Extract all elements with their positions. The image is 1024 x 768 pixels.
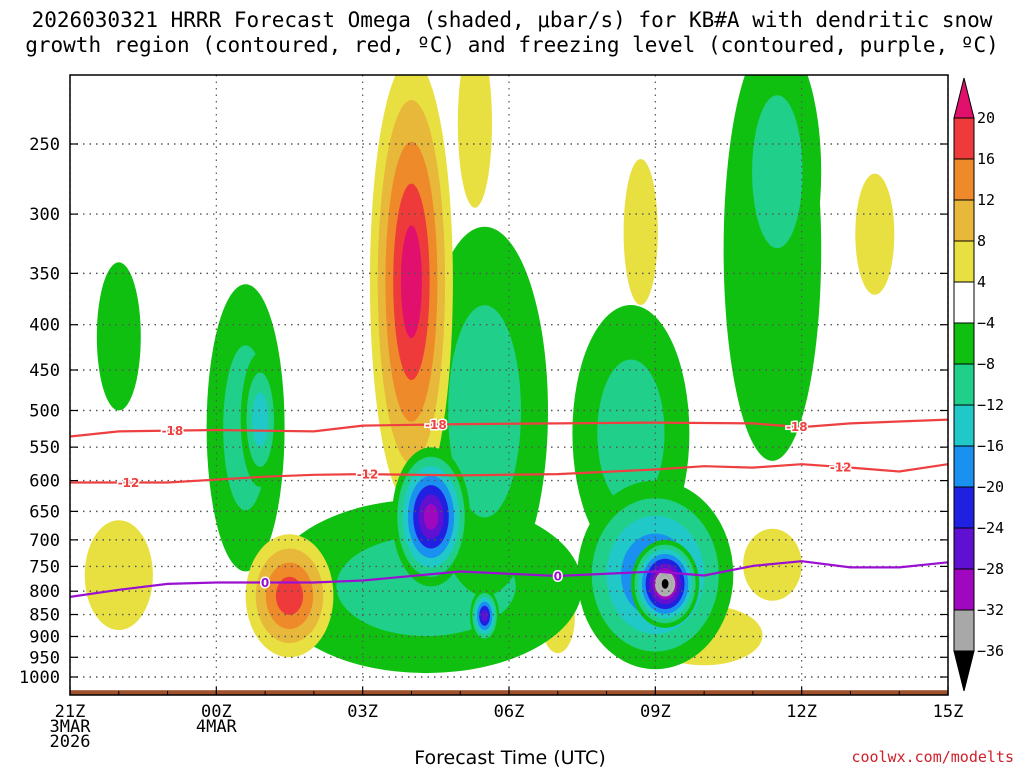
colorbar-box-2 — [953, 199, 975, 242]
colorbar-box-10 — [953, 527, 975, 570]
omega-region-sink-hr11.5-300-level-0 — [623, 159, 658, 305]
y-tick-label-300: 300 — [29, 205, 60, 225]
omega-region-sink-hr1-800-level-0 — [84, 520, 153, 630]
omega-region-centroid-hr1-450-level-0 — [96, 262, 141, 411]
x-tick-label-4-0: 09Z — [640, 702, 671, 722]
colorbar-box-0 — [953, 117, 975, 160]
omega-region-ascent-hr4-core-level-2 — [252, 392, 269, 447]
colorbar-label-6: −8 — [977, 355, 995, 373]
y-tick-label-250: 250 — [29, 135, 60, 155]
x-axis-label: Forecast Time (UTC) — [414, 747, 605, 768]
contour-label-dgz_minus12-4: -12 — [357, 468, 379, 482]
colorbar-box-11 — [953, 568, 975, 611]
contour-label-dgz_minus18-1: -18 — [425, 418, 447, 432]
contour-label-dgz_minus18-2: -18 — [786, 420, 808, 434]
omega-region-ascent-hr14-upper-level-1 — [752, 95, 803, 249]
omega-region-sink-hr8.4-top-level-0 — [457, 75, 492, 208]
colorbar-label-0: 20 — [977, 109, 995, 127]
colorbar-label-10: −24 — [977, 519, 1004, 537]
y-tick-label-1000: 1000 — [19, 668, 60, 688]
x-tick-label-1-0: 00Z — [201, 702, 232, 722]
y-tick-label-700: 700 — [29, 531, 60, 551]
colorbar-label-3: 8 — [977, 232, 986, 250]
colorbar-box-5 — [953, 322, 975, 365]
contour-lines — [70, 418, 948, 598]
colorbar-top-arrow — [953, 77, 975, 119]
colorbar-label-8: −16 — [977, 437, 1004, 455]
colorbar-bottom-arrow — [953, 650, 975, 692]
y-tick-label-350: 350 — [29, 264, 60, 284]
colorbar-box-9 — [953, 486, 975, 529]
y-tick-label-450: 450 — [29, 361, 60, 381]
colorbar-label-11: −28 — [977, 560, 1004, 578]
y-tick-label-600: 600 — [29, 472, 60, 492]
dgz-minus12-line — [70, 463, 948, 484]
omega-region-ascent-hr12-black-level-8 — [658, 576, 672, 592]
colorbar-box-7 — [953, 404, 975, 447]
omega-region-ascent-hr8.5-mid-level-1 — [448, 305, 521, 518]
x-tick-label-0-1: 3MAR — [50, 717, 92, 737]
dgz-minus18-line — [70, 418, 948, 438]
y-tick-label-850: 850 — [29, 606, 60, 626]
y-tick-label-650: 650 — [29, 502, 60, 522]
contour-label-dgz_minus12-3: -12 — [118, 476, 140, 490]
colorbar-box-12 — [953, 609, 975, 652]
colorbar-label-13: −36 — [977, 642, 1004, 660]
colorbar-box-1 — [953, 158, 975, 201]
colorbar-label-5: −4 — [977, 314, 995, 332]
y-tick-label-550: 550 — [29, 438, 60, 458]
contour-label-freezing_level_0-6: 0 — [261, 576, 269, 590]
contour-label-dgz_minus18-0: -18 — [162, 424, 184, 438]
omega-shaded-field — [84, 75, 895, 674]
colorbar-label-2: 12 — [977, 191, 995, 209]
omega-region-ascent-hr8.5-low-level-5 — [481, 610, 488, 622]
contour-labels: -18 -18 -18 -12 -12 -12 0 0 — [116, 416, 853, 591]
colorbar-label-4: 4 — [977, 273, 986, 291]
freezing-level-line — [70, 560, 948, 598]
y-tick-label-800: 800 — [29, 582, 60, 602]
colorbar-box-3 — [953, 240, 975, 283]
colorbar-label-7: −12 — [977, 396, 1004, 414]
x-tick-label-6-0: 15Z — [933, 702, 964, 722]
y-tick-label-400: 400 — [29, 316, 60, 336]
credit-text: coolwx.com/modelts — [851, 748, 1014, 766]
x-tick-label-2-0: 03Z — [347, 702, 378, 722]
chart-title-line1: 2026030321 HRRR Forecast Omega (shaded, … — [32, 8, 993, 32]
colorbar-label-1: 16 — [977, 150, 995, 168]
omega-region-sink-hr7-380-level-4 — [400, 225, 422, 339]
y-tick-label-900: 900 — [29, 627, 60, 647]
y-tick-label-950: 950 — [29, 648, 60, 668]
x-tick-label-1-1: 4MAR — [196, 717, 238, 737]
y-tick-label-750: 750 — [29, 557, 60, 577]
omega-region-ascent-hr7.5-core-level-6 — [423, 504, 439, 530]
colorbar: 20 16 12 8 4 −4 −8 −12 −16 −20 −24 −28 −32 −36 — [953, 77, 1004, 692]
colorbar-box-4 — [953, 281, 975, 324]
colorbar-box-8 — [953, 445, 975, 488]
x-tick-label-0-2: 2026 — [50, 732, 91, 752]
colorbar-label-9: −20 — [977, 478, 1004, 496]
x-tick-label-0-0: 21Z — [55, 702, 86, 722]
x-tick-label-3-0: 06Z — [494, 702, 525, 722]
x-tick-label-5-0: 12Z — [786, 702, 817, 722]
colorbar-box-6 — [953, 363, 975, 406]
y-tick-label-500: 500 — [29, 402, 60, 422]
contour-label-freezing_level_0-7: 0 — [554, 570, 562, 584]
colorbar-label-12: −32 — [977, 601, 1004, 619]
y-axis-ticks: 2503003504004505005506006507007508008509… — [19, 135, 948, 688]
omega-region-sink-hr4.5-800-level-3 — [275, 576, 304, 615]
omega-region-sink-hr16-320-level-0 — [855, 173, 895, 295]
chart-title-line2: growth region (contoured, red, ºC) and f… — [25, 33, 999, 57]
contour-label-dgz_minus12-5: -12 — [830, 460, 852, 474]
